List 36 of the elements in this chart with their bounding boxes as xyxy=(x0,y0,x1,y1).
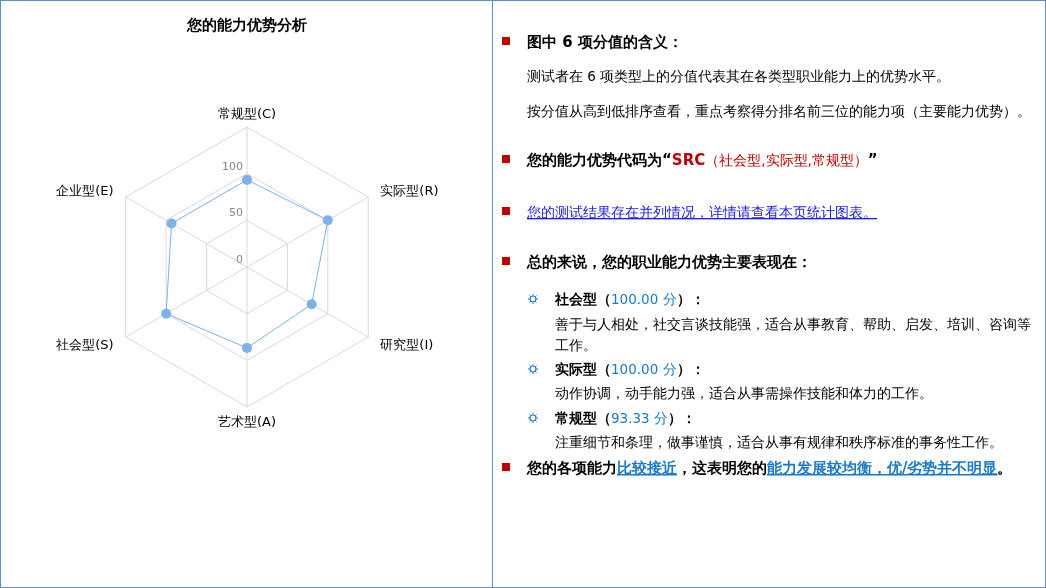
spoke-label: 实际型(R) xyxy=(380,183,439,198)
text: SRC xyxy=(671,151,706,169)
text: 注重细节和条理，做事谨慎，适合从事有规律和秩序标准的事务性工作。 xyxy=(555,434,1003,450)
text: 比较接近 xyxy=(617,459,678,477)
text: ）： xyxy=(676,291,705,307)
text: 您的各项能力 xyxy=(526,459,617,477)
text: 社会型（ xyxy=(554,291,611,307)
text: 动作协调，动手能力强，适合从事需操作技能和体力的工作。 xyxy=(555,385,933,401)
spoke-label: 常规型(C) xyxy=(217,106,277,121)
text: 善于与人相处，社交言谈技能强，适合从事教育、帮助、启发、培训、咨询等工作。 xyxy=(555,316,1031,353)
text: 您的能力优势代码为“ xyxy=(526,151,672,169)
y-tick-label: 50 xyxy=(229,206,243,220)
text: 测试者在 6 项类型上的分值代表其在各类型职业能力上的优势水平。 xyxy=(527,68,951,84)
y-tick-label: 0 xyxy=(236,253,243,266)
text: ，这表明您的 xyxy=(677,459,767,477)
text: 按分值从高到低排序查看，重点考察得分排名前三位的能力项（主要能力优势）。 xyxy=(527,103,1031,119)
text: 总的来说，您的职业能力优势主要表现在： xyxy=(526,253,812,271)
text: ）： xyxy=(667,410,696,426)
text: 100.00 分 xyxy=(611,291,677,307)
text: ）： xyxy=(676,361,705,377)
spoke-label: 研究型(I) xyxy=(380,337,434,352)
spoke-label: 企业型(E) xyxy=(56,183,114,198)
text: 您的测试结果存在并列情况，详情请查看本页统计图表。 xyxy=(526,204,877,220)
text: ” xyxy=(867,151,878,169)
text: 93.33 分 xyxy=(611,410,668,426)
text: （社会型,实际型,常规型） xyxy=(705,152,868,168)
text: 能力发展较均衡，优/劣势并不明显 xyxy=(767,459,998,477)
text: 实际型（ xyxy=(555,361,611,377)
chart-title: 您的能力优势分析 xyxy=(186,16,307,34)
spoke-label: 艺术型(A) xyxy=(217,414,277,429)
text: 。 xyxy=(997,459,1013,477)
text: 100.00 分 xyxy=(611,361,677,377)
spoke-label: 社会型(S) xyxy=(56,337,114,352)
text: 常规型（ xyxy=(555,410,611,426)
y-tick-label: 100 xyxy=(222,159,243,173)
text: 图中 6 项分值的含义： xyxy=(527,33,683,51)
